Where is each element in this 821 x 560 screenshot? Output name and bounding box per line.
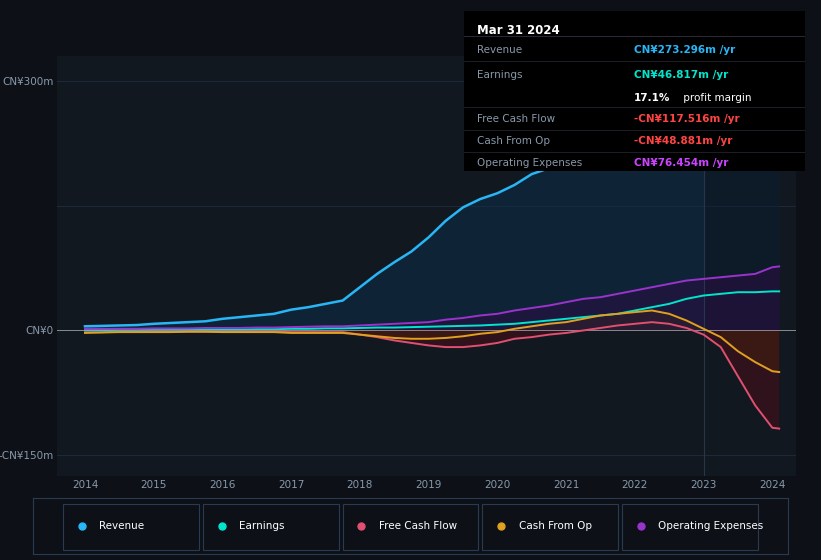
Text: Revenue: Revenue xyxy=(99,521,144,531)
Text: -CN¥117.516m /yr: -CN¥117.516m /yr xyxy=(635,114,740,124)
Text: CN¥46.817m /yr: CN¥46.817m /yr xyxy=(635,70,728,80)
Text: Cash From Op: Cash From Op xyxy=(478,137,551,147)
Text: Revenue: Revenue xyxy=(478,45,523,55)
Text: Free Cash Flow: Free Cash Flow xyxy=(378,521,457,531)
Text: profit margin: profit margin xyxy=(681,94,752,104)
Text: CN¥273.296m /yr: CN¥273.296m /yr xyxy=(635,45,736,55)
Text: 17.1%: 17.1% xyxy=(635,94,671,104)
Text: -CN¥48.881m /yr: -CN¥48.881m /yr xyxy=(635,137,732,147)
FancyBboxPatch shape xyxy=(63,504,199,550)
Text: Operating Expenses: Operating Expenses xyxy=(658,521,764,531)
Text: Mar 31 2024: Mar 31 2024 xyxy=(478,24,560,37)
Text: Free Cash Flow: Free Cash Flow xyxy=(478,114,556,124)
Text: CN¥76.454m /yr: CN¥76.454m /yr xyxy=(635,158,728,168)
Text: Earnings: Earnings xyxy=(478,70,523,80)
FancyBboxPatch shape xyxy=(342,504,479,550)
FancyBboxPatch shape xyxy=(203,504,339,550)
Text: Operating Expenses: Operating Expenses xyxy=(478,158,583,168)
FancyBboxPatch shape xyxy=(482,504,618,550)
FancyBboxPatch shape xyxy=(622,504,758,550)
Text: Cash From Op: Cash From Op xyxy=(519,521,591,531)
Text: Earnings: Earnings xyxy=(239,521,285,531)
